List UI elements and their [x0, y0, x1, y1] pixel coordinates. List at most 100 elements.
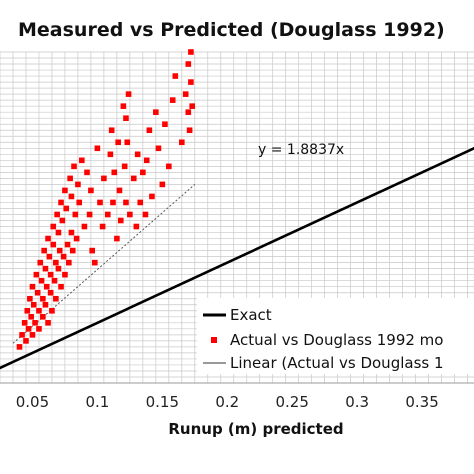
data-point — [133, 223, 140, 230]
legend-label-exact: Exact — [230, 306, 272, 324]
data-point — [186, 127, 193, 134]
data-point — [86, 211, 93, 218]
data-point — [55, 229, 62, 236]
data-point — [50, 241, 57, 248]
data-point — [169, 97, 176, 103]
data-point — [117, 217, 124, 224]
data-point — [88, 187, 94, 194]
data-point — [125, 91, 132, 97]
data-point — [115, 139, 121, 146]
data-point — [107, 151, 114, 158]
x-tick-label: 0.1 — [85, 393, 109, 411]
data-point — [97, 199, 103, 206]
data-point — [21, 320, 28, 326]
data-point — [72, 211, 79, 218]
data-point — [140, 169, 146, 176]
data-point — [68, 229, 75, 236]
data-point — [71, 163, 77, 170]
x-tick-label: 0.3 — [345, 393, 369, 411]
data-point — [54, 211, 60, 218]
data-point — [127, 211, 133, 218]
data-point — [50, 223, 57, 230]
data-point — [137, 199, 144, 206]
data-point — [59, 217, 66, 224]
data-point — [45, 320, 51, 326]
data-point — [49, 307, 55, 314]
data-point — [81, 223, 88, 230]
data-point — [36, 307, 42, 314]
data-point — [43, 283, 50, 290]
x-tick-labels: 0.05 0.1 0.15 0.2 0.25 0.3 0.35 — [16, 393, 439, 411]
exact-line-series — [0, 146, 474, 370]
data-point — [153, 109, 159, 115]
data-point — [142, 211, 149, 218]
data-point — [94, 145, 101, 152]
x-tick-label: 0.2 — [215, 393, 239, 411]
legend-background — [197, 298, 474, 374]
data-point — [123, 199, 129, 206]
data-point — [53, 295, 59, 302]
data-point — [30, 301, 37, 308]
data-point — [159, 181, 166, 188]
legend: Exact Actual vs Douglass 1992 mo Linear … — [197, 298, 474, 374]
data-point — [146, 127, 153, 134]
legend-swatch-actual — [211, 337, 217, 343]
x-axis-label: Runup (m) predicted — [168, 420, 343, 438]
data-point — [92, 259, 98, 266]
data-point — [58, 199, 64, 206]
chart-title: Measured vs Predicted (Douglass 1992) — [18, 19, 445, 41]
data-point — [42, 301, 49, 308]
data-point — [40, 314, 46, 320]
legend-label-linear: Linear (Actual vs Douglass 1 — [230, 354, 444, 372]
data-point — [188, 49, 194, 55]
data-point — [23, 338, 29, 344]
data-point — [46, 253, 53, 260]
data-point — [16, 344, 23, 350]
data-point — [34, 289, 41, 296]
data-point — [38, 277, 45, 284]
data-point — [55, 265, 62, 272]
data-point — [36, 326, 42, 332]
data-point — [45, 235, 51, 242]
data-point — [162, 121, 168, 128]
data-point — [53, 259, 59, 266]
data-point — [134, 151, 141, 158]
x-tick-label: 0.05 — [16, 393, 49, 411]
data-point — [25, 326, 32, 332]
data-point — [149, 193, 155, 200]
data-point — [155, 145, 162, 152]
exact-line — [0, 146, 474, 370]
data-point — [73, 235, 80, 242]
data-point — [64, 241, 71, 248]
data-point — [121, 163, 128, 170]
data-point — [114, 235, 120, 242]
data-point — [40, 295, 46, 302]
data-point — [56, 247, 63, 254]
data-point — [62, 271, 68, 278]
data-point — [24, 307, 31, 314]
data-point — [110, 199, 116, 206]
data-point — [37, 259, 44, 266]
data-point — [28, 314, 34, 320]
data-point — [108, 127, 115, 134]
data-point — [69, 247, 76, 254]
data-point — [29, 283, 36, 290]
data-point — [124, 139, 131, 146]
data-point — [185, 109, 192, 115]
x-tick-label: 0.15 — [146, 393, 179, 411]
data-point — [166, 163, 172, 170]
data-point — [29, 332, 36, 338]
data-point — [188, 79, 194, 85]
data-point — [104, 211, 111, 218]
data-point — [185, 61, 192, 67]
data-point — [189, 103, 195, 109]
data-point — [47, 289, 54, 296]
x-tick-label: 0.35 — [405, 393, 438, 411]
scatter-series — [16, 49, 195, 350]
data-point — [111, 169, 118, 176]
data-point — [51, 277, 58, 284]
data-point — [143, 157, 150, 164]
data-point — [62, 187, 68, 194]
data-point — [58, 283, 64, 290]
data-point — [66, 259, 72, 266]
